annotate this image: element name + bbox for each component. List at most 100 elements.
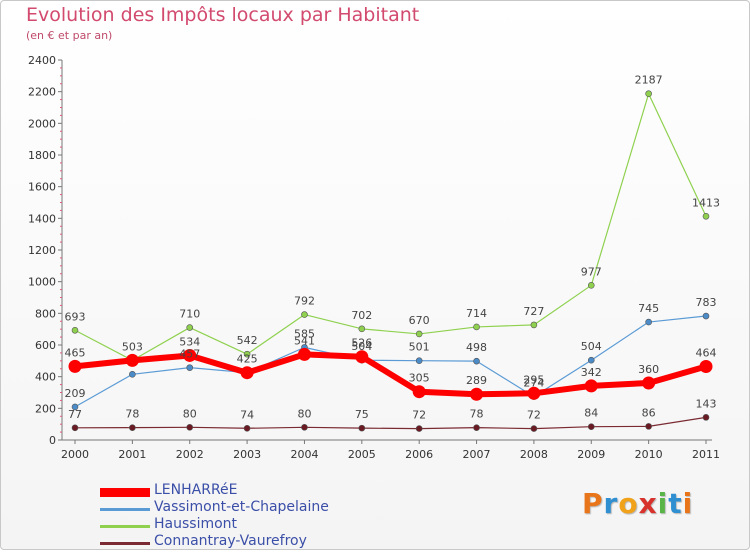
data-label: 792 [294, 295, 315, 308]
logo-letter: x [638, 487, 658, 520]
data-point [129, 424, 136, 431]
data-point [415, 357, 423, 364]
legend-swatch-vassimont [100, 508, 150, 511]
data-label: 542 [237, 334, 258, 347]
logo-letter: t [668, 487, 683, 520]
data-label: 526 [351, 337, 372, 350]
legend-swatch-haussimont [100, 525, 150, 528]
data-label: 80 [183, 407, 197, 420]
x-tick-label: 2006 [405, 448, 433, 461]
data-label: 501 [409, 341, 430, 354]
logo-letter: P [582, 487, 604, 520]
y-tick-label: 0 [49, 434, 56, 447]
data-label: 727 [523, 305, 544, 318]
x-tick-label: 2004 [290, 448, 318, 461]
y-tick-label: 2200 [28, 86, 56, 99]
data-label: 342 [581, 366, 602, 379]
data-point [355, 350, 369, 364]
y-tick-label: 800 [35, 307, 56, 320]
data-label: 465 [65, 346, 86, 359]
data-label: 464 [696, 347, 717, 360]
data-point [584, 379, 598, 393]
data-point [642, 376, 656, 390]
data-point [71, 403, 79, 411]
x-tick-label: 2005 [348, 448, 376, 461]
y-tick-label: 400 [35, 371, 56, 384]
legend-swatch-connantray [100, 542, 150, 545]
logo-letter: r [603, 487, 619, 520]
data-point [415, 425, 423, 432]
data-label: 295 [523, 373, 544, 386]
data-label: 541 [294, 334, 315, 347]
data-point [587, 423, 595, 431]
data-point [71, 326, 79, 334]
y-tick-label: 600 [35, 339, 56, 352]
legend-label-haussimont: Haussimont [154, 516, 238, 532]
data-label: 457 [179, 348, 200, 361]
x-tick-label: 2002 [176, 448, 204, 461]
data-point [186, 424, 194, 431]
data-label: 714 [466, 307, 487, 320]
data-label: 504 [351, 340, 372, 353]
data-label: 78 [125, 408, 139, 421]
data-label: 670 [409, 314, 430, 327]
data-point [702, 212, 710, 220]
data-point [301, 311, 308, 318]
chart-title: Evolution des Impôts locaux par Habitant [26, 4, 420, 26]
data-point [645, 423, 652, 430]
y-tick-label: 1000 [28, 276, 56, 289]
data-point [473, 424, 480, 431]
x-tick-label: 2009 [577, 448, 605, 461]
data-label: 702 [351, 309, 372, 322]
legend-label-connantray: Connantray-Vaurefroy [154, 533, 307, 549]
x-tick-label: 2007 [463, 448, 491, 461]
data-point [240, 366, 254, 380]
data-point [243, 350, 251, 358]
data-point [71, 424, 79, 432]
data-point [358, 325, 366, 333]
data-label: 84 [584, 407, 598, 420]
data-label: 977 [581, 265, 602, 278]
x-tick-label: 2001 [118, 448, 146, 461]
data-point [415, 330, 423, 338]
y-tick-label: 1800 [28, 149, 56, 162]
data-label: 289 [466, 374, 487, 387]
data-label: 425 [237, 353, 258, 366]
data-point [587, 282, 595, 289]
data-label: 75 [355, 408, 369, 421]
data-label: 274 [523, 377, 544, 390]
data-point [125, 353, 139, 367]
series-line [72, 351, 709, 398]
data-point [645, 90, 652, 98]
legend-label-lenharree: LENHARRéE [154, 482, 238, 498]
data-label: 693 [65, 310, 86, 323]
data-point [645, 318, 652, 326]
data-label: 504 [581, 340, 602, 353]
data-point [186, 324, 194, 331]
legend-swatch-lenharree [100, 488, 150, 497]
x-tick-label: 2000 [61, 448, 89, 461]
x-tick-label: 2011 [692, 448, 720, 461]
y-tick-label: 1400 [28, 212, 56, 225]
x-tick-label: 2010 [635, 448, 663, 461]
data-label: 534 [179, 335, 200, 348]
y-tick-label: 200 [35, 402, 56, 415]
data-label: 74 [240, 408, 254, 421]
y-tick-label: 1200 [28, 244, 56, 257]
data-label: 143 [696, 397, 717, 410]
data-label: 72 [412, 409, 426, 422]
legend-label-vassimont: Vassimont-et-Chapelaine [154, 499, 329, 515]
data-label: 503 [122, 340, 143, 353]
data-label: 585 [294, 327, 315, 340]
data-point [530, 425, 538, 432]
data-point [129, 370, 136, 378]
proxiti-logo: Proxiti [582, 487, 693, 520]
data-point [473, 323, 480, 331]
data-label: 72 [527, 409, 541, 422]
data-point [699, 360, 713, 374]
data-point [470, 387, 484, 401]
data-point [68, 359, 82, 373]
logo-letter: i [657, 487, 669, 520]
